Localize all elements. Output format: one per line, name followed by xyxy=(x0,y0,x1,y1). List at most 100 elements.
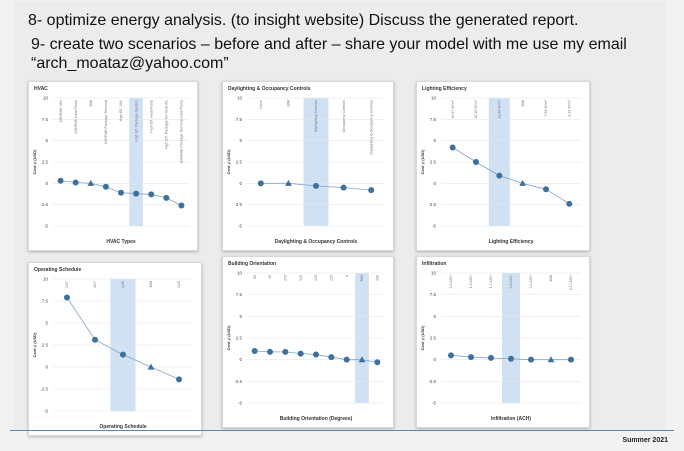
data-point xyxy=(163,194,170,201)
y-tick-label: 10 xyxy=(237,271,243,276)
x-axis-label: Infiltration (ACH) xyxy=(491,416,531,422)
category-label: 315 xyxy=(299,275,303,281)
instruction-line-2: 9- create two scenarios – before and aft… xyxy=(31,36,627,53)
category-label: ASHRAE VAV xyxy=(59,99,63,122)
x-axis-label: HVAC Types xyxy=(106,239,135,245)
category-label: 12/6 xyxy=(121,281,125,288)
bim-marker xyxy=(87,179,95,186)
data-point xyxy=(282,348,289,355)
chart-title: Operating Schedule xyxy=(34,267,82,273)
category-label: 1.6 ACH xyxy=(469,275,473,289)
y-tick-label: 0 xyxy=(45,365,48,370)
data-point xyxy=(148,191,155,198)
data-point xyxy=(257,180,264,187)
y-tick-label: 10 xyxy=(431,96,437,101)
y-tick-label: 0 xyxy=(45,181,48,186)
y-tick-label: -5 xyxy=(44,409,48,414)
category-label: 90 xyxy=(253,275,257,279)
y-tick-label: 7.5 xyxy=(430,292,437,297)
x-axis-label: Daylighting & Occupancy Controls xyxy=(275,239,358,245)
data-point xyxy=(297,350,304,357)
y-tick-label: -5 xyxy=(432,224,436,229)
y-tick-label: -2.5 xyxy=(234,379,242,384)
data-point xyxy=(251,348,258,354)
category-label: BIM xyxy=(521,100,525,106)
chart-svg: 10 7.5 5 2.5 0 -2.5 -5 Cost ₓ/ (USD) HVAC Types A… xyxy=(32,96,189,245)
category-label: 45 xyxy=(268,275,272,279)
y-tick-label: 0 xyxy=(239,357,242,362)
data-point xyxy=(566,200,573,207)
y-tick-label: 5 xyxy=(239,138,242,143)
operating-schedule-chart-panel: Operating Schedule 10 7.5 5 2.5 0 -2.5 -5 Cost … xyxy=(28,262,202,436)
category-label: 0.8 ACH xyxy=(509,275,513,289)
category-label: 0.4 ACH xyxy=(529,275,533,289)
bim-marker xyxy=(285,179,292,186)
data-point xyxy=(118,189,124,196)
y-tick-label: 2.5 xyxy=(42,160,49,165)
category-label: Daylighting Controls xyxy=(314,100,318,132)
y-tick-label: 5 xyxy=(433,314,436,319)
chart-title: Building Orientation xyxy=(228,261,277,267)
y-tick-label: 2.5 xyxy=(430,160,437,165)
y-tick-label: 0 xyxy=(433,357,436,362)
category-label: 24/7 xyxy=(65,281,69,288)
data-point xyxy=(473,159,479,165)
category-label: 12/5 xyxy=(177,281,181,288)
chart-title: HVAC xyxy=(34,86,48,92)
chart-title: Infiltration xyxy=(422,261,447,267)
data-point xyxy=(508,355,514,362)
y-tick-label: 5 xyxy=(45,138,48,143)
category-label: BIM xyxy=(89,100,93,106)
y-tick-label: -5 xyxy=(44,224,48,229)
category-label: High Eff. Heat Pump xyxy=(149,100,153,133)
chart-svg: 10 7.5 5 2.5 0 -2.5 -5 Cost ₓ/ (USD) Lighting Ef… xyxy=(420,96,581,245)
x-axis-label: Building Orientation (Degrees) xyxy=(280,416,353,422)
data-point xyxy=(488,354,494,361)
y-tick-label: 2.5 xyxy=(236,160,243,165)
category-label: 7.53 W/m² xyxy=(544,99,548,116)
chart-svg: 10 7.5 5 2.5 0 -2.5 -5 Cost ₓ/ (USD) Building Or… xyxy=(226,271,385,422)
y-tick-label: 2.5 xyxy=(430,336,437,341)
data-point xyxy=(313,351,319,358)
y-tick-label: -2.5 xyxy=(40,387,48,392)
data-point xyxy=(313,182,319,189)
category-label: None xyxy=(259,100,263,109)
y-axis-label: Cost ₓ/ (USD) xyxy=(32,149,37,174)
category-label: BIM xyxy=(149,281,153,287)
data-point xyxy=(92,336,98,343)
y-tick-label: 7.5 xyxy=(42,299,49,304)
category-label: 11.84 W/m² xyxy=(498,99,502,118)
y-axis-label: Cost ₓ/ (USD) xyxy=(32,332,37,357)
data-point xyxy=(120,351,126,358)
orientation-chart-panel: Building Orientation 10 7.5 5 2.5 0 -2.5 -5 Cos… xyxy=(222,256,394,428)
hvac-chart-panel: HVAC 10 7.5 5 2.5 0 -2.5 -5 Cost ₓ/ (USD) HVAC T… xyxy=(28,81,198,251)
data-point xyxy=(468,354,474,361)
chart-svg: 10 7.5 5 2.5 0 -2.5 -5 Cost ₓ/ (USD) Operating S… xyxy=(32,277,193,430)
category-label: High Eff. Package Terminal AC xyxy=(165,100,169,149)
category-label: BIM xyxy=(287,100,291,106)
y-tick-label: -2.5 xyxy=(40,202,48,207)
data-point xyxy=(543,186,549,193)
category-label: 19.37 W/m² xyxy=(451,99,455,118)
category-label: BIM xyxy=(360,275,364,281)
y-tick-label: 5 xyxy=(45,321,48,326)
data-point xyxy=(568,356,574,363)
infiltration-chart-panel: Infiltration 10 7.5 5 2.5 0 -2.5 -5 Cost ₓ/ (US… xyxy=(416,256,590,428)
category-label: ASHRAE Heat Pump xyxy=(74,100,78,134)
data-point xyxy=(72,179,79,186)
lighting-chart-panel: Lighting Efficiency 10 7.5 5 2.5 0 -2.5 -5 Cost… xyxy=(416,81,590,251)
chart-svg: 10 7.5 5 2.5 0 -2.5 -5 Cost ₓ/ (USD) Daylighting… xyxy=(226,96,385,245)
y-tick-label: 7.5 xyxy=(236,117,243,122)
bim-marker xyxy=(519,179,527,186)
y-tick-label: 2.5 xyxy=(236,336,243,341)
data-point xyxy=(57,177,64,184)
y-axis-label: Cost ₓ/ (USD) xyxy=(420,325,425,350)
category-label: 135 xyxy=(314,275,318,281)
category-label: Occupancy Controls xyxy=(342,100,346,133)
y-tick-label: 10 xyxy=(43,96,49,101)
y-tick-label: 5 xyxy=(433,138,436,143)
y-axis-label: Cost ₓ/ (USD) xyxy=(226,325,231,350)
y-axis-label: Cost ₓ/ (USD) xyxy=(420,149,425,174)
category-label: 2.0 ACH xyxy=(449,275,453,289)
data-point xyxy=(368,187,375,194)
